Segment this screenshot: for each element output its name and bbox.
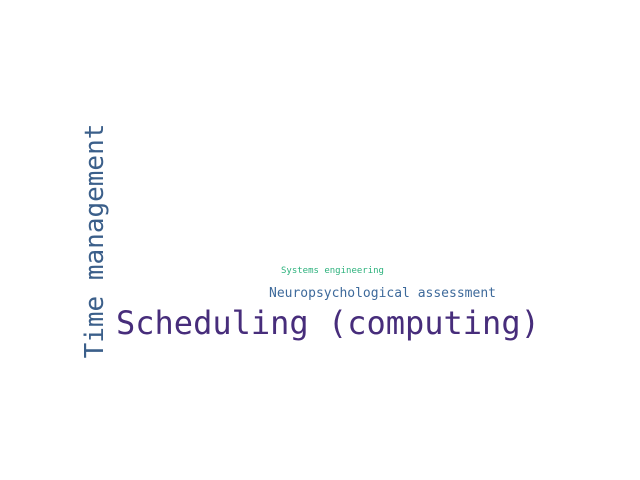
word-time-management: Time management <box>80 123 110 359</box>
word-neuropsychological-assessment: Neuropsychological assessment <box>269 286 496 301</box>
word-systems-engineering: Systems engineering <box>281 266 384 276</box>
word-scheduling-computing: Scheduling (computing) <box>116 304 540 342</box>
